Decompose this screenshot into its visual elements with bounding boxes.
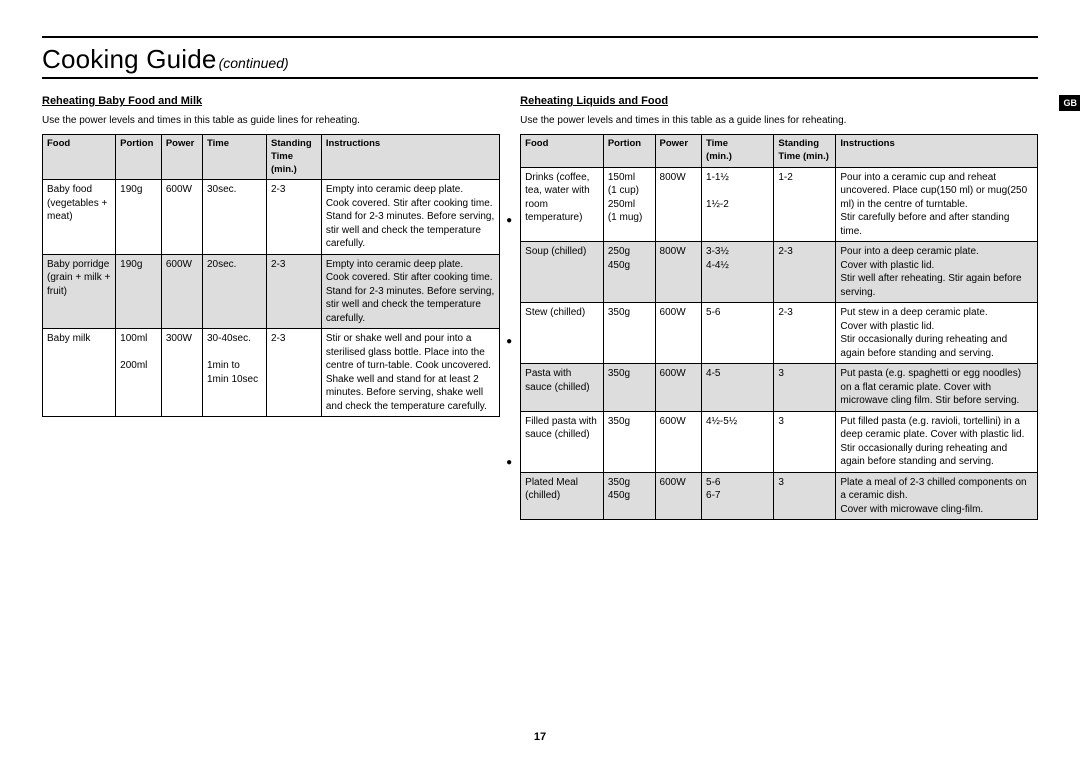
column-header: Power (161, 135, 202, 180)
right-table: FoodPortionPowerTime(min.)StandingTime (… (520, 134, 1038, 520)
cell-food: Baby milk (43, 329, 116, 417)
cell-portion: 250g450g (603, 242, 655, 303)
cell-time: 4-5 (702, 364, 774, 412)
cell-food: Drinks (coffee, tea, water with room tem… (521, 167, 604, 242)
column-header: StandingTime(min.) (266, 135, 321, 180)
right-heading: Reheating Liquids and Food (520, 95, 1038, 107)
cell-power: 600W (161, 180, 202, 255)
cell-portion: 190g (116, 180, 162, 255)
cell-portion: 150ml(1 cup)250ml(1 mug) (603, 167, 655, 242)
table-row: Baby porridge (grain + milk + fruit)190g… (43, 254, 500, 329)
cell-instr: Put pasta (e.g. spaghetti or egg noodles… (836, 364, 1038, 412)
column-header: Instructions (836, 135, 1038, 168)
column-header: Time (202, 135, 266, 180)
column-header: Portion (116, 135, 162, 180)
cell-instr: Empty into ceramic deep plate.Cook cover… (321, 254, 499, 329)
cell-portion: 100ml200ml (116, 329, 162, 417)
cell-instr: Pour into a ceramic cup and reheat uncov… (836, 167, 1038, 242)
column-header: Instructions (321, 135, 499, 180)
table-row: Stew (chilled)350g600W5-62-3Put stew in … (521, 303, 1038, 364)
right-intro: Use the power levels and times in this t… (520, 115, 1038, 126)
table-row: Pasta with sauce (chilled)350g600W4-53Pu… (521, 364, 1038, 412)
cell-stand: 2-3 (266, 180, 321, 255)
table-row: Plated Meal (chilled)350g450g600W5-66-73… (521, 472, 1038, 520)
page-title: Cooking Guide (continued) (42, 44, 1038, 79)
left-intro: Use the power levels and times in this t… (42, 115, 500, 126)
title-continued: (continued) (219, 55, 289, 71)
right-column: GB ●●● Reheating Liquids and Food Use th… (520, 95, 1038, 520)
cell-instr: Put filled pasta (e.g. ravioli, tortelli… (836, 411, 1038, 472)
cell-stand: 2-3 (266, 329, 321, 417)
cell-power: 800W (655, 242, 702, 303)
cell-time: 20sec. (202, 254, 266, 329)
table-row: Soup (chilled)250g450g800W3-3½4-4½2-3Pou… (521, 242, 1038, 303)
cell-food: Plated Meal (chilled) (521, 472, 604, 520)
cell-power: 600W (161, 254, 202, 329)
cell-food: Soup (chilled) (521, 242, 604, 303)
cell-instr: Put stew in a deep ceramic plate.Cover w… (836, 303, 1038, 364)
cell-time: 1-1½1½-2 (702, 167, 774, 242)
cell-instr: Empty into ceramic deep plate.Cook cover… (321, 180, 499, 255)
binder-holes: ●●● (506, 215, 512, 468)
left-table: FoodPortionPowerTimeStandingTime(min.)In… (42, 134, 500, 417)
cell-stand: 2-3 (774, 303, 836, 364)
lang-badge: GB (1059, 95, 1080, 111)
cell-stand: 2-3 (774, 242, 836, 303)
cell-time: 30-40sec.1min to1min 10sec (202, 329, 266, 417)
cell-stand: 3 (774, 364, 836, 412)
column-header: Power (655, 135, 702, 168)
cell-stand: 3 (774, 472, 836, 520)
cell-power: 600W (655, 364, 702, 412)
cell-power: 600W (655, 411, 702, 472)
cell-food: Stew (chilled) (521, 303, 604, 364)
cell-portion: 350g (603, 364, 655, 412)
table-row: Filled pasta with sauce (chilled)350g600… (521, 411, 1038, 472)
cell-power: 600W (655, 472, 702, 520)
cell-power: 800W (655, 167, 702, 242)
title-main: Cooking Guide (42, 44, 217, 75)
left-column: Reheating Baby Food and Milk Use the pow… (42, 95, 500, 520)
column-header: Food (521, 135, 604, 168)
cell-portion: 190g (116, 254, 162, 329)
cell-time: 4½-5½ (702, 411, 774, 472)
cell-portion: 350g (603, 411, 655, 472)
cell-power: 300W (161, 329, 202, 417)
cell-time: 30sec. (202, 180, 266, 255)
cell-stand: 2-3 (266, 254, 321, 329)
cell-food: Baby porridge (grain + milk + fruit) (43, 254, 116, 329)
table-row: Baby food (vegetables + meat)190g600W30s… (43, 180, 500, 255)
cell-portion: 350g450g (603, 472, 655, 520)
cell-stand: 1-2 (774, 167, 836, 242)
cell-food: Baby food (vegetables + meat) (43, 180, 116, 255)
column-header: Portion (603, 135, 655, 168)
cell-power: 600W (655, 303, 702, 364)
cell-food: Filled pasta with sauce (chilled) (521, 411, 604, 472)
cell-instr: Stir or shake well and pour into a steri… (321, 329, 499, 417)
cell-time: 5-66-7 (702, 472, 774, 520)
column-header: Food (43, 135, 116, 180)
cell-time: 5-6 (702, 303, 774, 364)
cell-food: Pasta with sauce (chilled) (521, 364, 604, 412)
left-heading: Reheating Baby Food and Milk (42, 95, 500, 107)
cell-instr: Pour into a deep ceramic plate.Cover wit… (836, 242, 1038, 303)
cell-portion: 350g (603, 303, 655, 364)
column-header: Time(min.) (702, 135, 774, 168)
table-row: Baby milk100ml200ml300W30-40sec.1min to1… (43, 329, 500, 417)
cell-stand: 3 (774, 411, 836, 472)
column-header: StandingTime (min.) (774, 135, 836, 168)
cell-instr: Plate a meal of 2-3 chilled components o… (836, 472, 1038, 520)
page-number: 17 (534, 731, 546, 743)
cell-time: 3-3½4-4½ (702, 242, 774, 303)
table-row: Drinks (coffee, tea, water with room tem… (521, 167, 1038, 242)
